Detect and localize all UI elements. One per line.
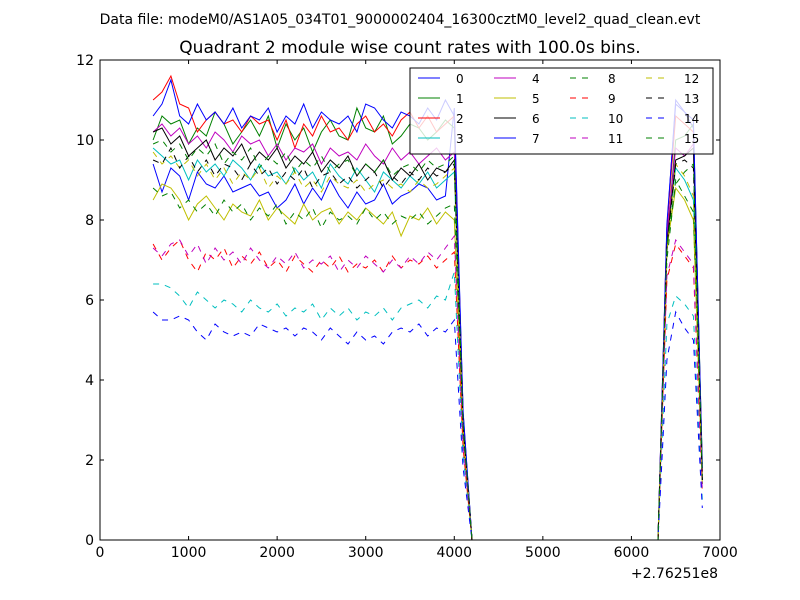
series-line-6 [152,127,703,540]
series-line-14 [152,310,703,540]
series-line-8 [152,178,703,540]
x-tick-label: 5000 [525,545,561,561]
legend-label-6: 6 [532,112,540,126]
x-offset-label: +2.76251e8 [631,566,718,582]
x-tick-label: 2000 [259,545,295,561]
y-tick-label: 6 [85,293,94,309]
legend-label-15: 15 [684,132,699,146]
legend-label-4: 4 [532,72,540,86]
legend-label-12: 12 [684,72,699,86]
legend-label-14: 14 [684,112,699,126]
legend-label-3: 3 [456,132,464,146]
legend-label-5: 5 [532,92,540,106]
legend-label-7: 7 [532,132,540,146]
legend-label-13: 13 [684,92,699,106]
y-tick-label: 0 [85,533,94,549]
legend-label-10: 10 [608,112,623,126]
series-line-4 [152,123,703,540]
series-line-11 [152,234,703,540]
chart-title: Quadrant 2 module wise count rates with … [179,38,640,58]
y-tick-label: 12 [76,53,94,69]
legend-label-1: 1 [456,92,464,106]
legend-label-8: 8 [608,72,616,86]
y-tick-label: 8 [85,213,94,229]
x-tick-label: 0 [96,545,105,561]
series-line-13 [152,146,703,540]
y-tick-label: 10 [76,133,94,149]
x-tick-label: 1000 [171,545,207,561]
series-line-3 [152,147,703,540]
series-line-10 [153,271,703,540]
x-tick-label: 3000 [348,545,384,561]
legend-label-11: 11 [608,132,623,146]
legend-label-2: 2 [456,112,464,126]
chart-suptitle: Data file: modeM0/AS1A05_034T01_90000024… [100,12,701,28]
legend-label-9: 9 [608,92,616,106]
y-tick-label: 4 [85,373,94,389]
y-tick-label: 2 [85,453,94,469]
x-tick-label: 4000 [436,545,472,561]
series-line-5 [152,183,703,540]
legend-box [409,67,714,155]
x-tick-label: 6000 [614,545,650,561]
x-tick-label: 7000 [702,545,738,561]
legend-label-0: 0 [456,72,464,86]
